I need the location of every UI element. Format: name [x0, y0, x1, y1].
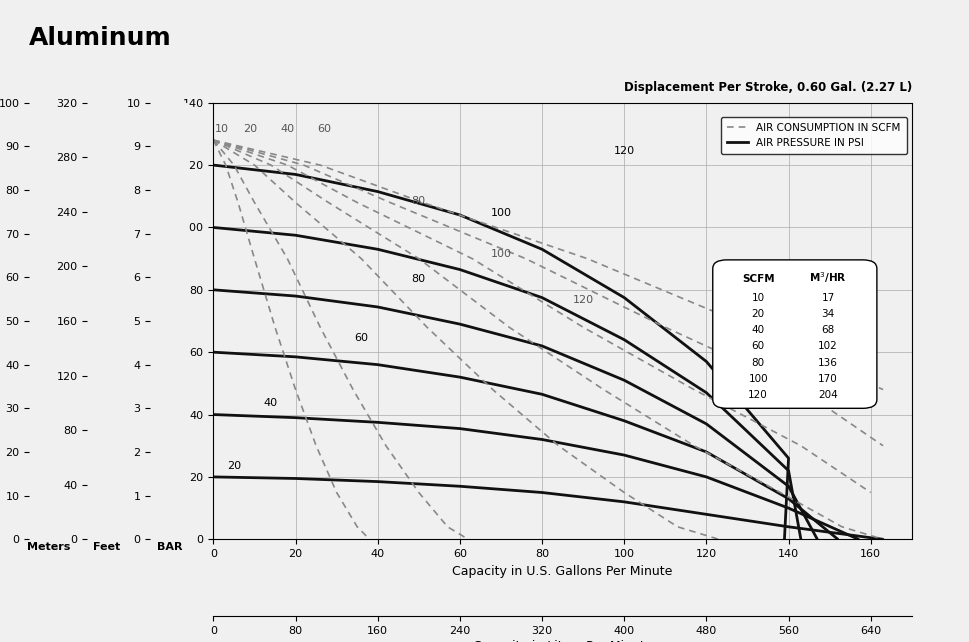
- Text: 10: 10: [751, 293, 764, 303]
- Text: 100: 100: [490, 208, 511, 218]
- Text: 20: 20: [751, 309, 764, 319]
- Text: 40: 40: [264, 398, 278, 408]
- X-axis label: BAR: BAR: [157, 542, 182, 552]
- Text: 204: 204: [817, 390, 837, 400]
- X-axis label: Feet: Feet: [93, 542, 120, 552]
- Text: 80: 80: [411, 273, 425, 284]
- Text: 102: 102: [817, 342, 837, 351]
- Text: 20: 20: [243, 124, 257, 134]
- Text: 40: 40: [280, 124, 295, 134]
- Text: 60: 60: [751, 342, 764, 351]
- Text: Displacement Per Stroke, 0.60 Gal. (2.27 L): Displacement Per Stroke, 0.60 Gal. (2.27…: [623, 81, 911, 94]
- Text: 170: 170: [817, 374, 837, 384]
- Text: 120: 120: [613, 146, 634, 156]
- Text: 60: 60: [354, 333, 368, 343]
- Text: 17: 17: [821, 293, 833, 303]
- Text: 136: 136: [817, 358, 837, 368]
- Y-axis label: Discharge Head in PSI: Discharge Head in PSI: [164, 252, 176, 390]
- FancyBboxPatch shape: [712, 260, 876, 408]
- Text: 20: 20: [227, 461, 240, 471]
- Text: 60: 60: [317, 124, 331, 134]
- Text: 120: 120: [572, 295, 593, 306]
- X-axis label: Meters: Meters: [27, 542, 70, 552]
- Text: M$^3$/HR: M$^3$/HR: [808, 270, 846, 284]
- Text: 120: 120: [747, 390, 767, 400]
- Text: 10: 10: [214, 124, 229, 134]
- Text: 68: 68: [821, 325, 833, 335]
- Text: Aluminum: Aluminum: [29, 26, 172, 49]
- Text: 34: 34: [821, 309, 833, 319]
- Text: 100: 100: [490, 248, 511, 259]
- Legend: AIR CONSUMPTION IN SCFM, AIR PRESSURE IN PSI: AIR CONSUMPTION IN SCFM, AIR PRESSURE IN…: [720, 117, 906, 154]
- X-axis label: Capacity in U.S. Gallons Per Minute: Capacity in U.S. Gallons Per Minute: [452, 564, 672, 578]
- Text: 80: 80: [751, 358, 764, 368]
- Text: 80: 80: [411, 196, 425, 205]
- Text: 100: 100: [747, 374, 767, 384]
- X-axis label: Capacity in Liters Per Minute: Capacity in Liters Per Minute: [472, 640, 652, 642]
- Text: SCFM: SCFM: [741, 273, 773, 284]
- Text: 40: 40: [751, 325, 764, 335]
